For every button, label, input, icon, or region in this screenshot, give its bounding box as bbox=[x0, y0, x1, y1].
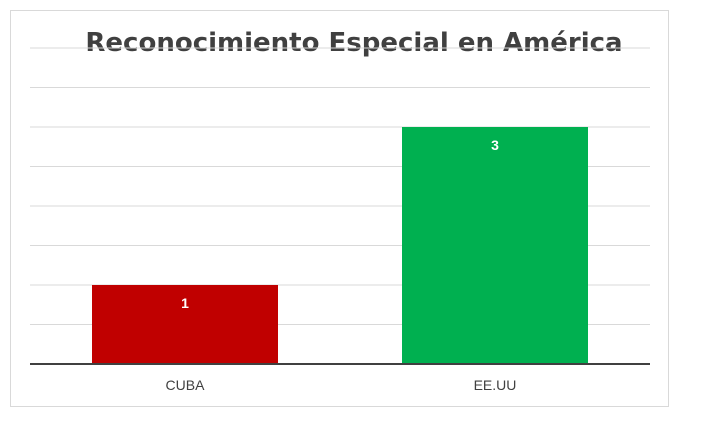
chart-title: Reconocimiento Especial en América bbox=[85, 28, 623, 58]
data-label: 1 bbox=[181, 295, 189, 311]
data-label: 3 bbox=[491, 137, 499, 153]
x-tick-label: EE.UU bbox=[474, 377, 517, 393]
bar-ee-uu bbox=[402, 127, 588, 364]
bar-cuba bbox=[92, 285, 278, 364]
x-tick-label: CUBA bbox=[166, 377, 206, 393]
